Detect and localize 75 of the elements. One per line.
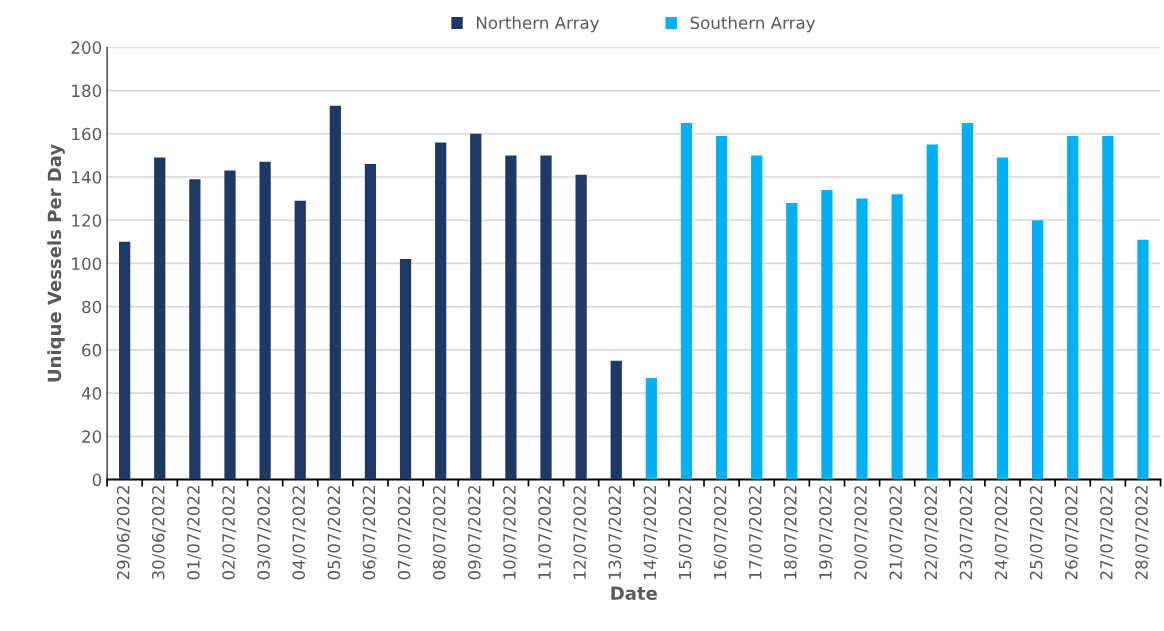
x-tick-label: 28/07/2022: [1135, 486, 1150, 580]
bar: [435, 142, 447, 480]
bar: [1102, 135, 1114, 480]
x-tick-label: 27/07/2022: [1100, 486, 1114, 580]
x-tick-label: 20/07/2022: [854, 486, 869, 580]
bar: [751, 155, 763, 480]
x-tick-label: 14/07/2022: [643, 486, 658, 579]
bar: [189, 179, 201, 480]
y-tick-label: 100: [72, 257, 102, 271]
bar: [1067, 135, 1079, 480]
bar: [294, 200, 306, 480]
x-tick-label: 02/07/2022: [222, 486, 237, 580]
bar: [399, 259, 412, 480]
x-tick-label: 30/06/2022: [151, 486, 166, 580]
x-tick-label: 03/07/2022: [257, 486, 272, 580]
x-tick-label: 10/07/2022: [503, 486, 518, 579]
x-tick-label: 21/07/2022: [889, 486, 904, 580]
bar: [1031, 220, 1044, 480]
x-tick-label: 17/07/2022: [748, 486, 763, 579]
x-tick-label: 08/07/2022: [432, 486, 447, 580]
x-tick-label: 15/07/2022: [678, 486, 693, 579]
y-tick-label: 200: [71, 41, 102, 54]
bar: [575, 174, 587, 480]
y-tick-label: 120: [72, 214, 102, 227]
x-tick-label: 26/07/2022: [1064, 486, 1079, 580]
x-tick-label: 29/06/2022: [116, 486, 131, 580]
legend-label: Northern Array: [477, 16, 600, 33]
y-tick-label: 20: [82, 430, 102, 443]
x-tick-label: 11/07/2022: [538, 486, 553, 579]
bar: [645, 377, 657, 480]
x-tick-label: 16/07/2022: [713, 486, 728, 579]
y-tick-label: 140: [72, 170, 102, 184]
y-tick-label: 60: [82, 343, 102, 357]
x-tick-label: 22/07/2022: [924, 486, 939, 580]
x-tick-label: 09/07/2022: [468, 486, 482, 580]
bar: [329, 105, 341, 480]
y-tick-label: 40: [81, 387, 102, 400]
bar: [856, 198, 868, 480]
x-tick-label: 05/07/2022: [327, 486, 342, 580]
x-tick-label: 23/07/2022: [959, 486, 974, 580]
bar: [1137, 239, 1149, 480]
bar: [680, 122, 693, 480]
bar: [821, 189, 833, 480]
x-tick-label: 25/07/2022: [1029, 486, 1044, 580]
bar: [996, 157, 1009, 480]
y-tick-label: 160: [72, 127, 102, 141]
y-tick-label: 180: [72, 84, 102, 98]
x-tick-label: 19/07/2022: [819, 486, 834, 579]
y-tick-label: 0: [92, 473, 102, 487]
x-tick-label: 07/07/2022: [397, 486, 412, 580]
x-tick-label: 04/07/2022: [292, 486, 307, 580]
x-axis-title: Date: [611, 586, 657, 601]
bar: [364, 164, 377, 480]
bar: [610, 360, 622, 480]
x-tick-label: 18/07/2022: [784, 486, 798, 579]
x-tick-label: 24/07/2022: [994, 486, 1009, 580]
bar: [259, 161, 271, 480]
bar: [926, 144, 938, 480]
bar: [540, 155, 552, 480]
x-tick-label: 13/07/2022: [608, 486, 623, 579]
bar: [891, 194, 903, 480]
x-tick-label: 01/07/2022: [187, 486, 202, 580]
y-tick-label: 80: [82, 300, 102, 314]
bar: [961, 122, 973, 480]
bar: [154, 157, 166, 480]
x-tick-label: 06/07/2022: [362, 486, 377, 580]
bar: [715, 135, 728, 480]
bar: [119, 241, 131, 480]
bar: [470, 133, 482, 480]
bar: [224, 170, 236, 480]
y-axis-title: Unique Vessels Per Day: [47, 144, 65, 382]
bar: [505, 155, 517, 480]
bar: [786, 202, 798, 480]
x-tick-label: 12/07/2022: [573, 486, 588, 579]
legend-label: Southern Array: [690, 16, 816, 33]
